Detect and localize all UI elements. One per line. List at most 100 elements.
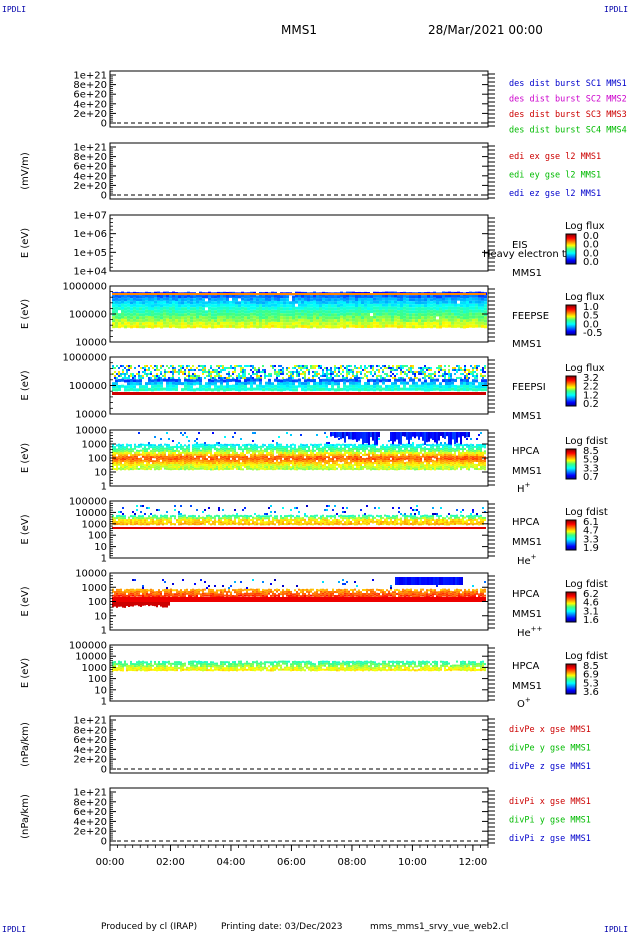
colorbar-tick-hpca-he: 6.1 [583, 517, 599, 528]
colorbar-tick-feepsi: 1.2 [583, 390, 599, 401]
instrument-label-hpca-he: HPCA [512, 517, 540, 528]
colorbar-tick-feepse: -0.5 [583, 328, 603, 339]
y-axis-label-divpe: (nPa/km) [20, 722, 31, 767]
y-tick-label-hpca-he2: 1 [101, 626, 107, 637]
y-tick-label-eis: 1e+06 [73, 229, 107, 240]
corner-label-top-left: IPDLI [2, 5, 26, 14]
y-tick-label-hpca-he: 1 [101, 554, 107, 565]
y-tick-label-divpi: 2e+20 [73, 827, 107, 838]
y-tick-label-eis: 1e+07 [73, 211, 107, 222]
colorbar-title-feepsi: Log flux [565, 363, 605, 374]
instrument-label-hpca-h: MMS1 [512, 466, 542, 477]
colorbar-tick-hpca-h: 3.3 [583, 463, 599, 474]
y-tick-label-eis: 1e+04 [73, 267, 107, 278]
time-axis: 00:00 02:00 04:00 06:00 08:00 10:00 12:00 [96, 845, 489, 868]
plot-frame-divpe [109, 715, 489, 774]
colorbar-feepsi [565, 375, 577, 407]
colorbar-tick-feepse: 0.5 [583, 311, 599, 322]
colorbar-feepse [565, 304, 577, 336]
y-tick-label-feepse: 100000 [69, 310, 107, 321]
colorbar-tick-hpca-he2: 1.6 [583, 615, 599, 626]
colorbar-tick-eis: 0.0 [583, 240, 599, 251]
y-tick-label-feepsi: 100000 [69, 381, 107, 392]
y-tick-label-hpca-he: 10000 [75, 508, 107, 519]
colorbar-tick-eis: 0.0 [583, 248, 599, 259]
colorbar-eis [565, 233, 577, 265]
y-tick-label-des-dist: 0 [101, 119, 107, 130]
legend-entry-divpe: divPe y gse MMS1 [509, 744, 591, 754]
y-axis-label-hpca-he2: E (eV) [20, 586, 31, 616]
colorbar-tick-hpca-he2: 4.6 [583, 598, 599, 609]
y-tick-label-hpca-h: 100 [88, 454, 107, 465]
instrument-label-feepse: MMS1 [512, 339, 542, 350]
y-axis-label-hpca-o: E (eV) [20, 658, 31, 688]
legend-entry-edi: edi ey gse l2 MMS1 [509, 171, 601, 181]
y-tick-label-edi: 8e+20 [73, 152, 107, 163]
legend-entry-divpi: divPi y gse MMS1 [509, 816, 591, 826]
colorbar-tick-hpca-he: 4.7 [583, 526, 599, 537]
panel-hpca-h: 10000 1000 100 10 1 E (eV) HPCA MMS1 H+ Log fdist… [20, 426, 608, 496]
y-tick-label-feepse: 1000000 [62, 282, 107, 293]
y-tick-label-edi: 1e+21 [73, 143, 107, 154]
legend-entry-des-dist: des dist burst SC1 MMS1 [509, 79, 627, 89]
y-tick-label-divpe: 2e+20 [73, 755, 107, 766]
y-tick-label-divpe: 0 [101, 765, 107, 776]
x-tick-label: 04:00 [217, 857, 246, 868]
y-tick-label-divpi: 6e+20 [73, 807, 107, 818]
y-tick-label-des-dist: 1e+21 [73, 71, 107, 82]
y-tick-label-edi: 0 [101, 191, 107, 202]
species-label-hpca-h: H+ [517, 481, 531, 495]
legend-entry-edi: edi ex gse l2 MMS1 [509, 152, 601, 162]
y-tick-label-divpe: 1e+21 [73, 716, 107, 727]
spectrogram-hpca-he2 [112, 577, 486, 608]
y-tick-label-hpca-he: 100 [88, 531, 107, 542]
instrument-label-feepsi: MMS1 [512, 411, 542, 422]
y-tick-label-hpca-he: 10 [94, 542, 107, 553]
colorbar-hpca-he2 [565, 591, 577, 623]
legend-entry-des-dist: des dist burst SC3 MMS3 [509, 110, 627, 120]
y-axis-label-eis: E (eV) [20, 228, 31, 258]
colorbar-hpca-h [565, 448, 577, 480]
spectrogram-feepse [112, 291, 487, 329]
y-tick-label-edi: 6e+20 [73, 162, 107, 173]
y-axis-label-hpca-h: E (eV) [20, 443, 31, 473]
instrument-label-eis: EIS [512, 240, 528, 251]
y-tick-label-des-dist: 6e+20 [73, 90, 107, 101]
y-tick-label-hpca-o: 100000 [69, 641, 107, 652]
colorbar-tick-hpca-h: 8.5 [583, 446, 599, 457]
instrument-label-feepsi: FEEPSI [512, 382, 546, 393]
legend-entry-des-dist: des dist burst SC4 MMS4 [509, 126, 627, 136]
y-tick-label-hpca-o: 10 [94, 685, 107, 696]
panel-feepse: 1000000 100000 10000 E (eV) FEEPSE MMS1 Log fl… [20, 282, 605, 351]
species-label-hpca-he2: He++ [517, 625, 543, 639]
date-title: 28/Mar/2021 00:00 [428, 23, 543, 37]
y-tick-label-feepse: 10000 [75, 338, 107, 349]
plot-frame-divpi [109, 787, 489, 846]
y-tick-label-divpe: 6e+20 [73, 735, 107, 746]
y-tick-label-divpe: 8e+20 [73, 725, 107, 736]
colorbar-tick-hpca-o: 5.3 [583, 678, 599, 689]
y-tick-label-hpca-h: 10 [94, 468, 107, 479]
panel-hpca-he2: 10000 1000 100 10 1 E (eV) HPCA MMS1 He++ Log fdi… [20, 569, 608, 640]
species-label-hpca-he: He+ [517, 553, 537, 567]
y-tick-label-divpi: 1e+21 [73, 788, 107, 799]
y-tick-label-hpca-o: 1000 [82, 663, 107, 674]
x-tick-label: 08:00 [338, 857, 367, 868]
colorbar-tick-hpca-he2: 3.1 [583, 606, 599, 617]
spectrogram-hpca-o [112, 660, 486, 672]
instrument-label-eis: MMS1 [512, 268, 542, 279]
colorbar-tick-hpca-he: 1.9 [583, 543, 599, 554]
species-label-hpca-o: O+ [517, 696, 531, 710]
legend-entry-divpi: divPi z gse MMS1 [509, 834, 591, 844]
y-tick-label-hpca-he2: 10 [94, 611, 107, 622]
y-tick-label-hpca-h: 1000 [82, 440, 107, 451]
x-tick-label: 00:00 [96, 857, 125, 868]
panel-eis: 1e+07 1e+06 1e+05 1e+04 E (eV) EIS MMS1 Heavy e… [20, 211, 605, 280]
plot-frame-hpca-o [109, 644, 489, 702]
